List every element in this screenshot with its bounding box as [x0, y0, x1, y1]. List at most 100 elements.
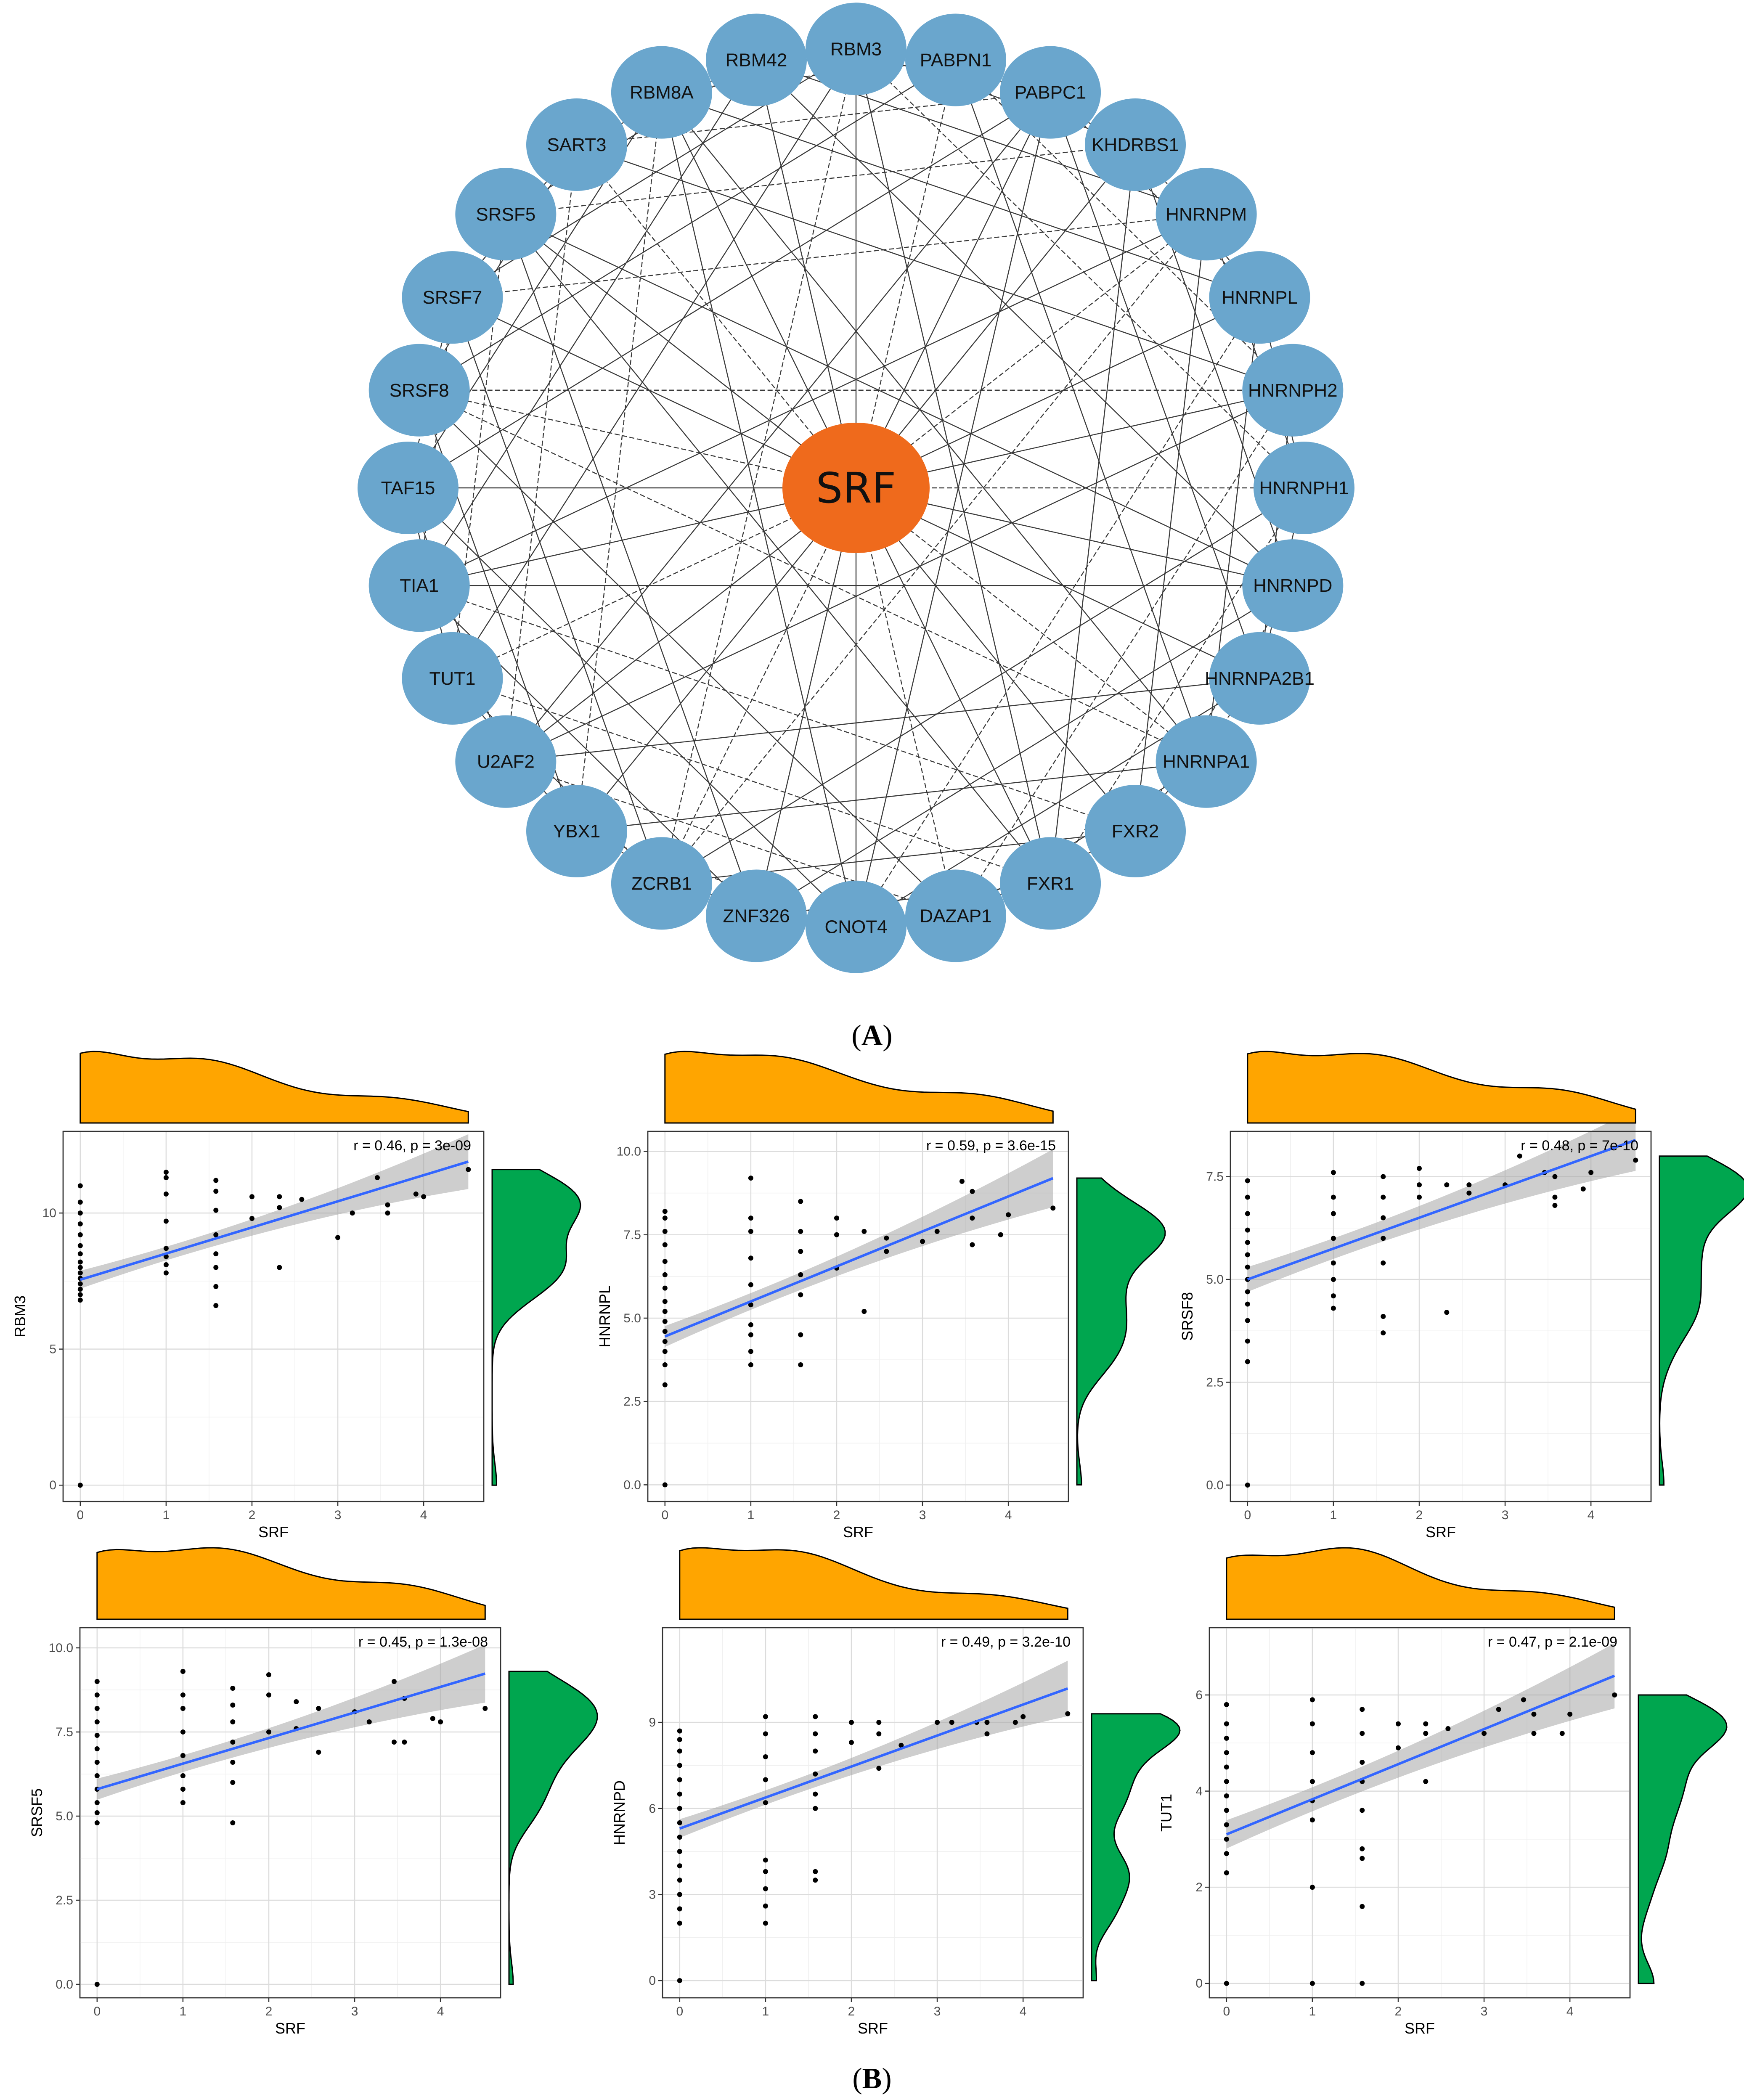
edge-pabpc1-cnot4 — [855, 92, 1051, 927]
data-point — [1224, 1750, 1229, 1756]
data-point — [970, 1242, 975, 1247]
node-fxr1: FXR1 — [1000, 837, 1101, 930]
plot-area — [1230, 1131, 1652, 1502]
points — [662, 1175, 1056, 1488]
panel-b-caption: (B) — [852, 2063, 891, 2095]
edge-u2af2-pabpc1 — [505, 92, 1051, 762]
data-point — [213, 1208, 219, 1213]
data-point — [763, 1886, 768, 1891]
data-point — [1360, 1904, 1365, 1909]
y-marginal-density — [491, 1169, 581, 1486]
node-circle — [358, 442, 459, 534]
node-circle — [611, 837, 712, 930]
data-point — [1552, 1203, 1558, 1208]
edge-hub-khdrbs1 — [856, 144, 1136, 488]
y-axis-label: RBM3 — [11, 1295, 29, 1337]
edge-dazap1-srsf8 — [419, 389, 956, 916]
data-point — [77, 1259, 83, 1265]
y-tick-label: 5.0 — [56, 1809, 73, 1823]
node-hnrnpm: HNRNPM — [1156, 168, 1257, 261]
edge-srsf7-hnrnpm — [452, 214, 1206, 298]
x-axis-label: SRF — [275, 2020, 305, 2037]
data-point — [1245, 1359, 1250, 1364]
data-point — [662, 1309, 668, 1314]
data-point — [77, 1210, 83, 1216]
data-point — [213, 1303, 219, 1308]
data-point — [763, 1869, 768, 1874]
data-point — [763, 1731, 768, 1737]
node-circle — [806, 3, 906, 95]
edge-hnrnpl-cnot4 — [855, 297, 1260, 927]
data-point — [920, 1239, 925, 1244]
data-point — [230, 1703, 236, 1708]
data-point — [94, 1773, 100, 1778]
edge-fxr1-srsf5 — [505, 214, 1051, 884]
x-tick-label: 2 — [1395, 2005, 1402, 2018]
data-point — [970, 1216, 975, 1221]
data-point — [213, 1189, 219, 1194]
data-point — [180, 1800, 186, 1805]
data-point — [662, 1382, 668, 1388]
data-point — [1245, 1194, 1250, 1200]
data-point — [876, 1766, 882, 1771]
node-dazap1: DAZAP1 — [905, 869, 1006, 962]
edge-srsf5-hnrnpd — [505, 214, 1293, 586]
data-point — [1580, 1186, 1586, 1192]
data-point — [1245, 1227, 1250, 1233]
data-point — [1395, 1721, 1401, 1727]
node-hnrnpl: HNRNPL — [1209, 251, 1310, 344]
x-marginal-density — [1226, 1547, 1615, 1620]
plot-border — [1209, 1627, 1631, 1999]
data-point — [1360, 1981, 1365, 1986]
node-circle — [1000, 46, 1101, 139]
correlation-stat: r = 0.59, p = 3.6e-15 — [926, 1138, 1056, 1154]
edge-pabpc1-hnrnpl — [1050, 92, 1260, 298]
node-circle — [706, 13, 807, 106]
data-point — [1020, 1714, 1026, 1719]
data-point — [1224, 1779, 1229, 1784]
node-rbm42: RBM42 — [706, 13, 807, 106]
data-point — [748, 1282, 753, 1287]
node-circle — [905, 869, 1006, 962]
edge-hub-u2af2 — [505, 487, 856, 762]
data-point — [163, 1175, 169, 1180]
data-point — [213, 1232, 219, 1237]
correlation-stat: r = 0.48, p = 7e-10 — [1521, 1138, 1638, 1154]
data-point — [230, 1760, 236, 1765]
edge-pabpn1-hnrnpa1 — [955, 60, 1207, 762]
node-label: FXR1 — [1027, 873, 1074, 894]
x-tick-label: 2 — [1416, 1508, 1423, 1522]
data-point — [748, 1302, 753, 1308]
x-tick-label: 3 — [919, 1508, 926, 1522]
data-point — [662, 1482, 668, 1488]
data-point — [438, 1719, 443, 1724]
data-point — [94, 1982, 100, 1987]
edge-hub-znf326 — [755, 487, 857, 916]
data-point — [763, 1857, 768, 1863]
y-tick-label: 7.5 — [1206, 1170, 1224, 1184]
data-point — [1444, 1310, 1450, 1315]
regression-line — [80, 1160, 469, 1281]
node-label: HNRNPA2B1 — [1205, 668, 1315, 689]
correlation-stat: r = 0.47, p = 2.1e-09 — [1488, 1634, 1617, 1650]
node-fxr2: FXR2 — [1085, 784, 1186, 877]
node-circle — [1242, 539, 1344, 632]
node-hnrnpa1: HNRNPA1 — [1156, 715, 1257, 808]
data-point — [1423, 1721, 1429, 1727]
node-circle — [368, 539, 470, 632]
x-tick-label: 3 — [934, 2005, 941, 2018]
data-point — [1552, 1174, 1558, 1179]
node-circle — [368, 344, 470, 437]
data-point — [662, 1349, 668, 1354]
data-point — [813, 1806, 818, 1811]
node-znf326: ZNF326 — [706, 869, 807, 962]
data-point — [1245, 1178, 1250, 1184]
node-circle — [1000, 837, 1101, 930]
data-point — [1423, 1731, 1429, 1736]
plot-border — [79, 1627, 501, 1999]
data-point — [763, 1800, 768, 1806]
x-tick-label: 4 — [420, 1508, 427, 1522]
x-marginal-density — [679, 1547, 1068, 1620]
data-point — [1360, 1760, 1365, 1765]
data-point — [413, 1191, 419, 1197]
